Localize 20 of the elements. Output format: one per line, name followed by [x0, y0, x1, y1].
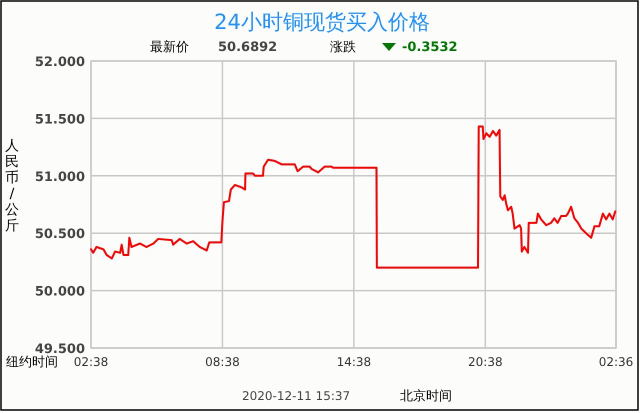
x-tick-label: 14:38	[336, 355, 372, 369]
line-series	[90, 125, 616, 269]
text: -0.3532	[402, 40, 458, 55]
x-tick-label: 20:38	[468, 355, 503, 369]
text: 2020-12-11 15:37	[242, 389, 350, 403]
y-tick-label: 50.000	[34, 284, 85, 300]
y-axis-title: 人民币/公斤	[5, 138, 19, 234]
y-tick-label: 51.500	[34, 112, 85, 128]
text: 50.6892	[218, 40, 278, 55]
text: 北京时间	[400, 389, 452, 404]
chart-title: 24小时铜现货买入价格	[214, 10, 430, 34]
x-tick-label: 02:38	[74, 355, 108, 369]
text: 涨跌	[330, 40, 356, 55]
y-tick-label: 51.000	[34, 170, 85, 185]
x-tick-label: 02:36	[598, 355, 634, 369]
x-tick-label: 08:38	[205, 355, 240, 369]
y-tick-label: 52.000	[34, 55, 85, 70]
x-axis-title: 纽约时间	[6, 355, 58, 370]
text: 最新价	[150, 40, 189, 55]
y-tick-label: 50.500	[34, 227, 85, 242]
